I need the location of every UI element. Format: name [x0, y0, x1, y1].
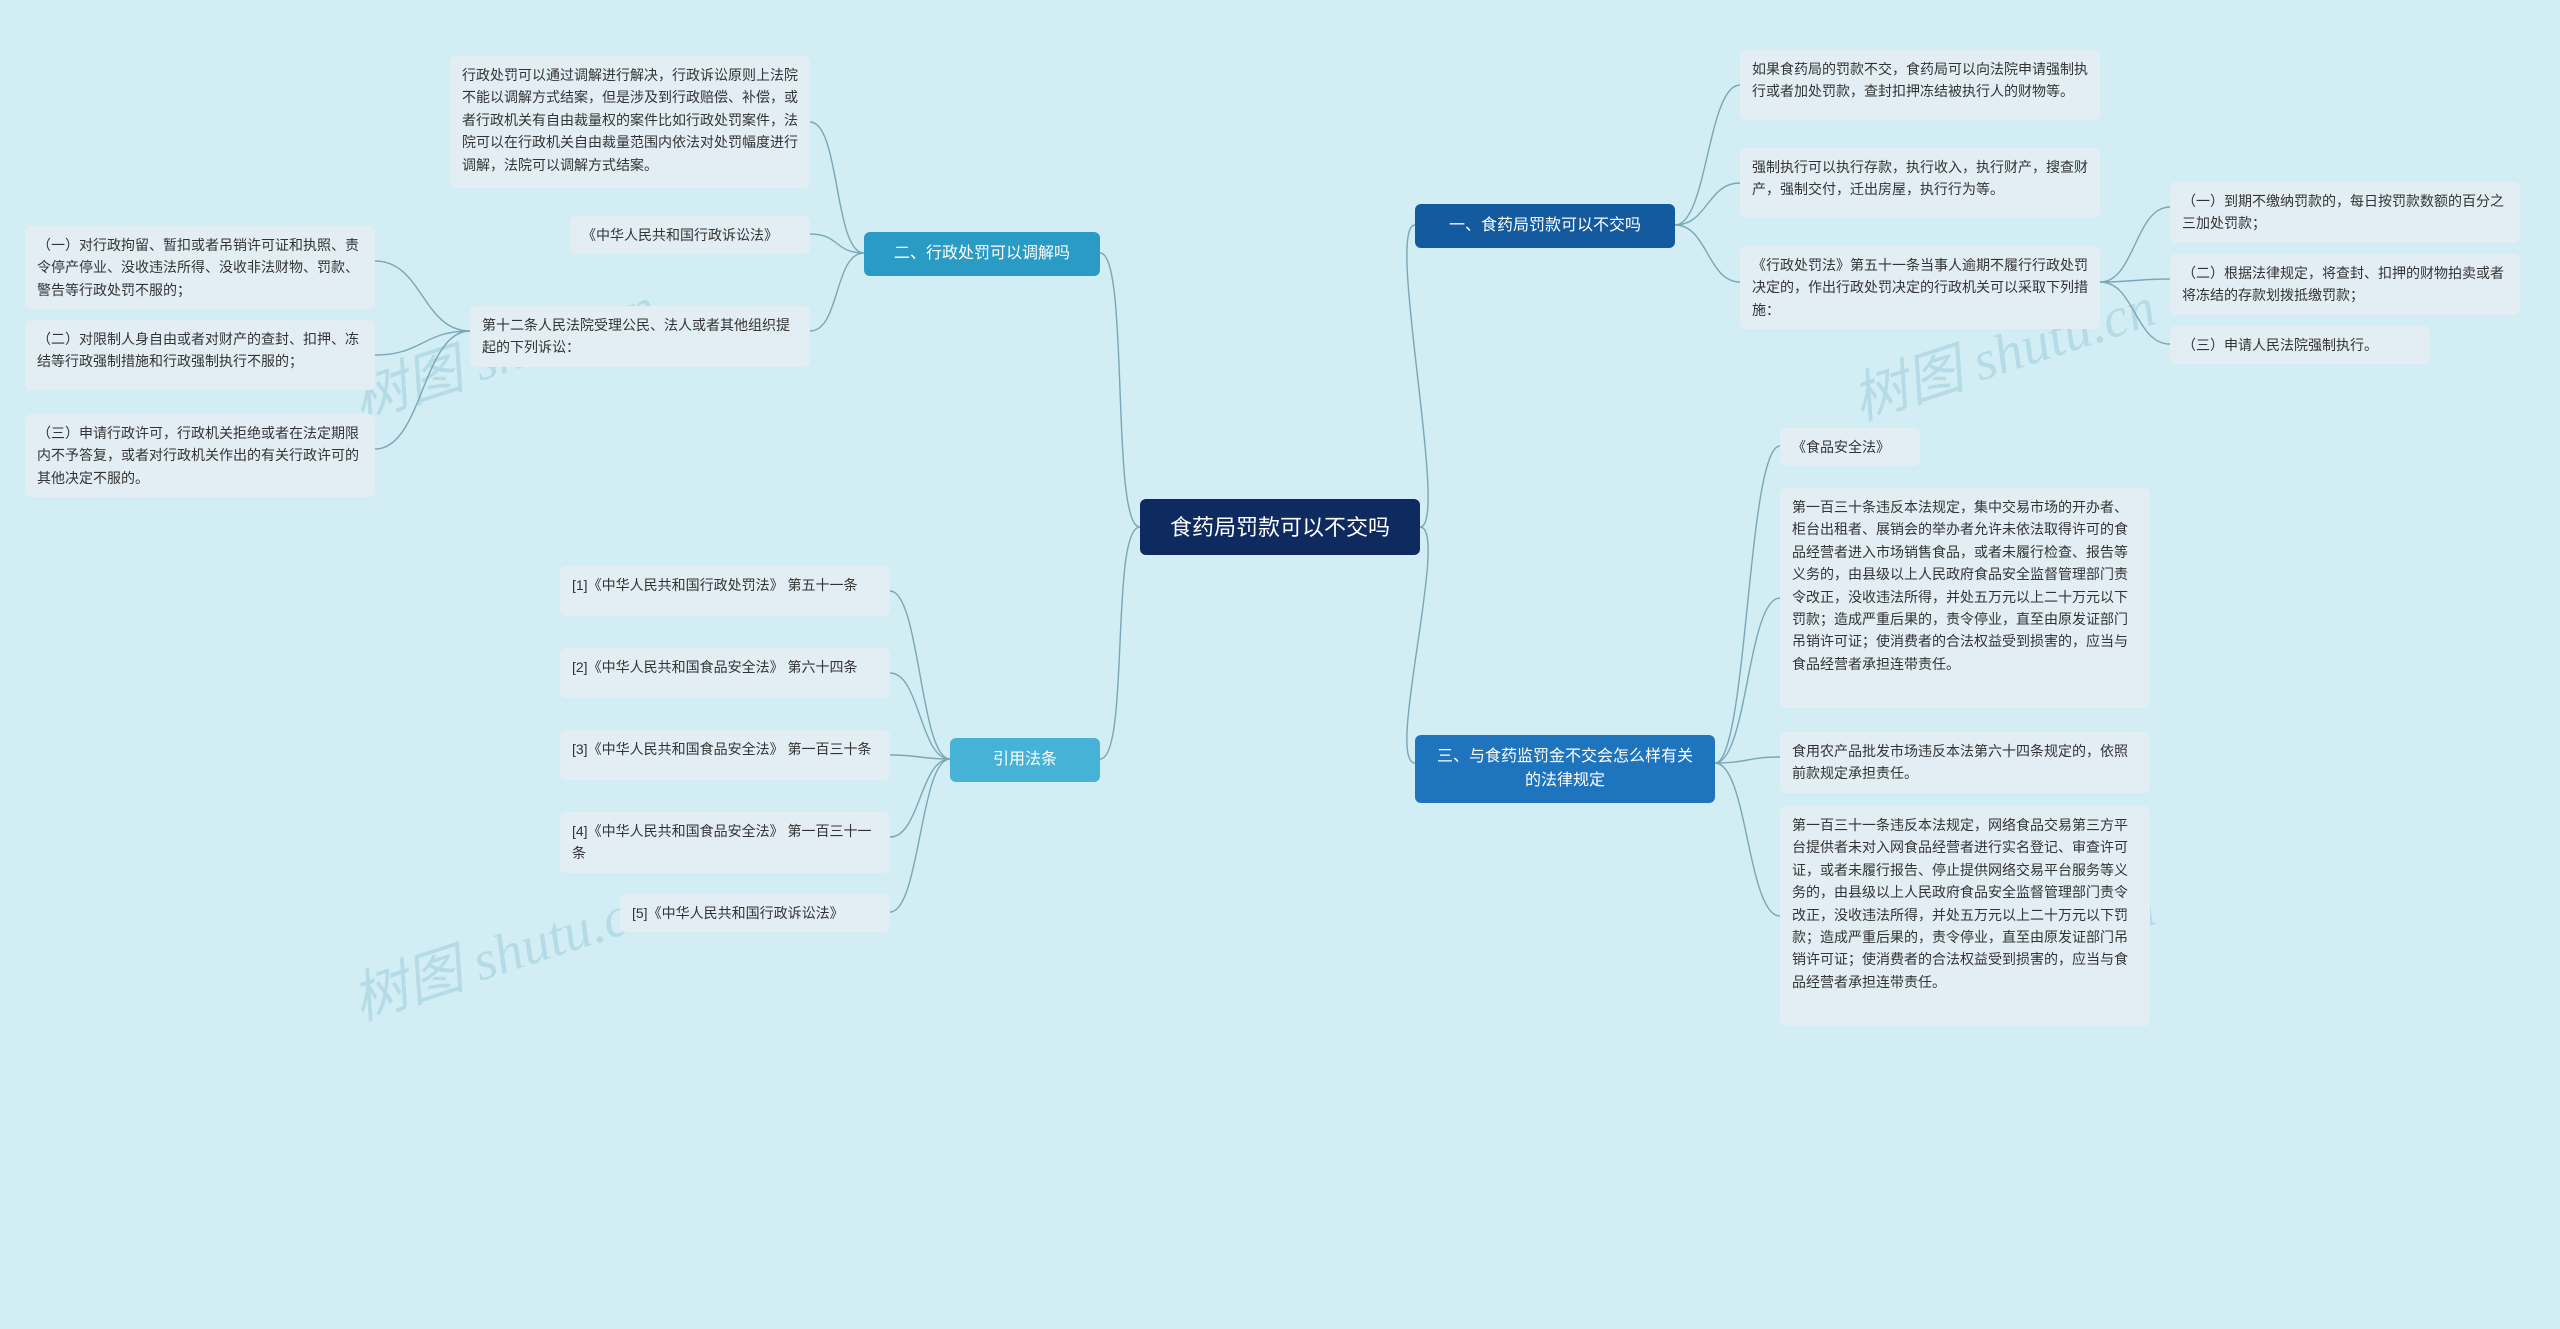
- node-text: （一）到期不缴纳罚款的，每日按罚款数额的百分之三加处罚款；: [2182, 193, 2504, 231]
- branch-node-b1[interactable]: 一、食药局罚款可以不交吗: [1415, 204, 1675, 248]
- node-text: 第一百三十一条违反本法规定，网络食品交易第三方平台提供者未对入网食品经营者进行实…: [1792, 817, 2128, 990]
- branch-node-b3[interactable]: 三、与食药监罚金不交会怎么样有关的法律规定: [1415, 735, 1715, 803]
- node-text: 强制执行可以执行存款，执行收入，执行财产，搜查财产，强制交付，迁出房屋，执行行为…: [1752, 159, 2088, 197]
- node-text: （三）申请行政许可，行政机关拒绝或者在法定期限内不予答复，或者对行政机关作出的有…: [37, 425, 359, 486]
- node-text: 一、食药局罚款可以不交吗: [1449, 214, 1641, 238]
- node-text: 第一百三十条违反本法规定，集中交易市场的开办者、柜台出租者、展销会的举办者允许未…: [1792, 499, 2128, 672]
- leaf-node-b3c3[interactable]: 食用农产品批发市场违反本法第六十四条规定的，依照前款规定承担责任。: [1780, 732, 2150, 793]
- leaf-node-b4c5[interactable]: [5]《中华人民共和国行政诉讼法》: [620, 894, 890, 932]
- node-text: 行政处罚可以通过调解进行解决，行政诉讼原则上法院不能以调解方式结案，但是涉及到行…: [462, 67, 798, 173]
- leaf-node-b4c2[interactable]: [2]《中华人民共和国食品安全法》 第六十四条: [560, 648, 890, 698]
- root-node-root[interactable]: 食药局罚款可以不交吗: [1140, 499, 1420, 555]
- leaf-node-b1c3a[interactable]: （一）到期不缴纳罚款的，每日按罚款数额的百分之三加处罚款；: [2170, 182, 2520, 243]
- node-text: （二）对限制人身自由或者对财产的查封、扣押、冻结等行政强制措施和行政强制执行不服…: [37, 331, 359, 369]
- leaf-node-b3c2[interactable]: 第一百三十条违反本法规定，集中交易市场的开办者、柜台出租者、展销会的举办者允许未…: [1780, 488, 2150, 708]
- node-text: [2]《中华人民共和国食品安全法》 第六十四条: [572, 659, 857, 675]
- leaf-node-b2c3c[interactable]: （三）申请行政许可，行政机关拒绝或者在法定期限内不予答复，或者对行政机关作出的有…: [25, 414, 375, 497]
- leaf-node-b3c4[interactable]: 第一百三十一条违反本法规定，网络食品交易第三方平台提供者未对入网食品经营者进行实…: [1780, 806, 2150, 1026]
- node-text: （二）根据法律规定，将查封、扣押的财物拍卖或者将冻结的存款划拨抵缴罚款；: [2182, 265, 2504, 303]
- leaf-node-b2c2[interactable]: 《中华人民共和国行政诉讼法》: [570, 216, 810, 254]
- leaf-node-b2c1[interactable]: 行政处罚可以通过调解进行解决，行政诉讼原则上法院不能以调解方式结案，但是涉及到行…: [450, 56, 810, 188]
- leaf-node-b2c3[interactable]: 第十二条人民法院受理公民、法人或者其他组织提起的下列诉讼：: [470, 306, 810, 367]
- node-text: 第十二条人民法院受理公民、法人或者其他组织提起的下列诉讼：: [482, 317, 790, 355]
- node-text: 食用农产品批发市场违反本法第六十四条规定的，依照前款规定承担责任。: [1792, 743, 2128, 781]
- branch-node-b4[interactable]: 引用法条: [950, 738, 1100, 782]
- node-text: [3]《中华人民共和国食品安全法》 第一百三十条: [572, 741, 871, 757]
- leaf-node-b4c3[interactable]: [3]《中华人民共和国食品安全法》 第一百三十条: [560, 730, 890, 780]
- node-text: （一）对行政拘留、暂扣或者吊销许可证和执照、责令停产停业、没收违法所得、没收非法…: [37, 237, 359, 298]
- leaf-node-b4c4[interactable]: [4]《中华人民共和国食品安全法》 第一百三十一条: [560, 812, 890, 873]
- leaf-node-b1c2[interactable]: 强制执行可以执行存款，执行收入，执行财产，搜查财产，强制交付，迁出房屋，执行行为…: [1740, 148, 2100, 218]
- leaf-node-b2c3b[interactable]: （二）对限制人身自由或者对财产的查封、扣押、冻结等行政强制措施和行政强制执行不服…: [25, 320, 375, 390]
- leaf-node-b2c3a[interactable]: （一）对行政拘留、暂扣或者吊销许可证和执照、责令停产停业、没收违法所得、没收非法…: [25, 226, 375, 309]
- leaf-node-b4c1[interactable]: [1]《中华人民共和国行政处罚法》 第五十一条: [560, 566, 890, 616]
- node-text: [5]《中华人民共和国行政诉讼法》: [632, 905, 844, 921]
- node-text: 三、与食药监罚金不交会怎么样有关的法律规定: [1431, 745, 1699, 793]
- branch-node-b2[interactable]: 二、行政处罚可以调解吗: [864, 232, 1100, 276]
- leaf-node-b1c3c[interactable]: （三）申请人民法院强制执行。: [2170, 326, 2430, 364]
- node-text: （三）申请人民法院强制执行。: [2182, 337, 2378, 353]
- node-text: 如果食药局的罚款不交，食药局可以向法院申请强制执行或者加处罚款，查封扣押冻结被执…: [1752, 61, 2088, 99]
- node-text: 《中华人民共和国行政诉讼法》: [582, 227, 778, 243]
- node-text: [1]《中华人民共和国行政处罚法》 第五十一条: [572, 577, 857, 593]
- leaf-node-b1c3b[interactable]: （二）根据法律规定，将查封、扣押的财物拍卖或者将冻结的存款划拨抵缴罚款；: [2170, 254, 2520, 315]
- leaf-node-b1c1[interactable]: 如果食药局的罚款不交，食药局可以向法院申请强制执行或者加处罚款，查封扣押冻结被执…: [1740, 50, 2100, 120]
- node-text: 《行政处罚法》第五十一条当事人逾期不履行行政处罚决定的，作出行政处罚决定的行政机…: [1752, 257, 2088, 318]
- node-text: 引用法条: [993, 748, 1057, 772]
- node-text: [4]《中华人民共和国食品安全法》 第一百三十一条: [572, 823, 871, 861]
- node-text: 二、行政处罚可以调解吗: [894, 242, 1070, 266]
- leaf-node-b1c3[interactable]: 《行政处罚法》第五十一条当事人逾期不履行行政处罚决定的，作出行政处罚决定的行政机…: [1740, 246, 2100, 329]
- node-text: 《食品安全法》: [1792, 439, 1890, 455]
- leaf-node-b3c1[interactable]: 《食品安全法》: [1780, 428, 1920, 466]
- node-text: 食药局罚款可以不交吗: [1170, 511, 1390, 544]
